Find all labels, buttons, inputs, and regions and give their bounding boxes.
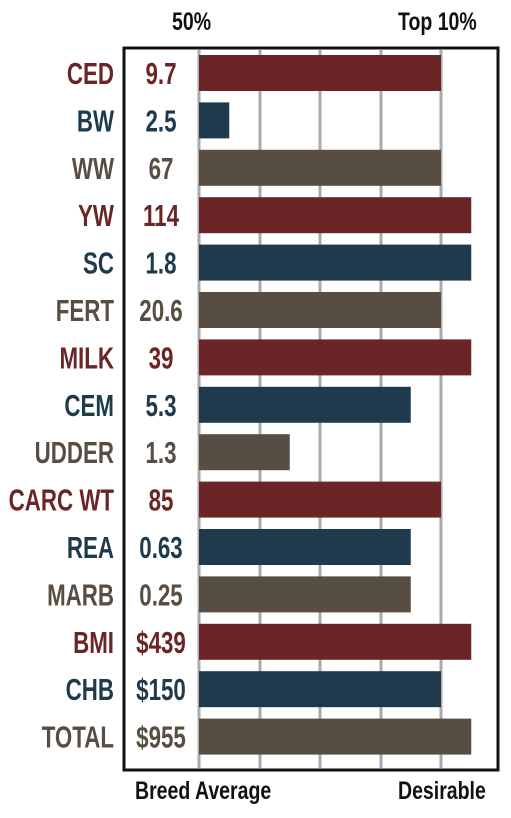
trait-label-yw: YW [78,199,114,233]
trait-value-rea: 0.63 [139,530,182,564]
trait-label-marb: MARB [47,578,114,612]
axis-label-breed-average: Breed Average [135,777,272,805]
trait-value-udder: 1.3 [145,436,176,470]
bar-yw [199,197,472,234]
bar-bw [199,102,230,139]
trait-label-chb: CHB [66,673,114,707]
trait-value-bmi: $439 [136,625,186,659]
trait-value-total: $955 [136,720,186,754]
trait-value-fert: 20.6 [139,293,182,327]
bar-udder [199,434,290,471]
trait-value-marb: 0.25 [139,578,182,612]
bar-ced [199,55,441,91]
bar-carc-wt [199,481,441,518]
bar-sc [199,244,472,281]
percentile-header-50: 50% [172,8,212,36]
trait-label-bmi: BMI [73,625,114,659]
percentile-header-top10: Top 10% [398,8,477,36]
bar-chb [199,671,441,708]
trait-value-milk: 39 [149,341,174,375]
trait-label-rea: REA [67,530,114,564]
trait-value-carc-wt: 85 [149,483,174,517]
trait-value-chb: $150 [136,673,186,707]
bar-milk [199,339,472,376]
trait-value-ww: 67 [149,151,174,185]
trait-label-bw: BW [77,104,115,138]
bar-total [199,718,472,755]
trait-label-fert: FERT [56,293,115,327]
trait-label-carc-wt: CARC WT [9,483,115,517]
trait-value-bw: 2.5 [145,104,176,138]
trait-label-sc: SC [83,246,114,280]
trait-label-cem: CEM [64,388,114,422]
trait-value-yw: 114 [143,199,179,233]
trait-label-ced: CED [67,56,114,90]
bar-fert [199,292,441,328]
bar-rea [199,529,411,565]
bar-bmi [199,623,472,660]
bar-ww [199,149,441,186]
trait-label-milk: MILK [59,341,114,375]
bar-marb [199,576,411,613]
trait-value-cem: 5.3 [145,388,176,422]
bar-cem [199,386,411,423]
trait-value-ced: 9.7 [145,56,176,90]
trait-value-sc: 1.8 [145,246,176,280]
trait-label-udder: UDDER [35,436,114,470]
axis-label-desirable: Desirable [398,777,486,805]
trait-label-total: TOTAL [42,720,114,754]
trait-label-ww: WW [72,151,115,185]
